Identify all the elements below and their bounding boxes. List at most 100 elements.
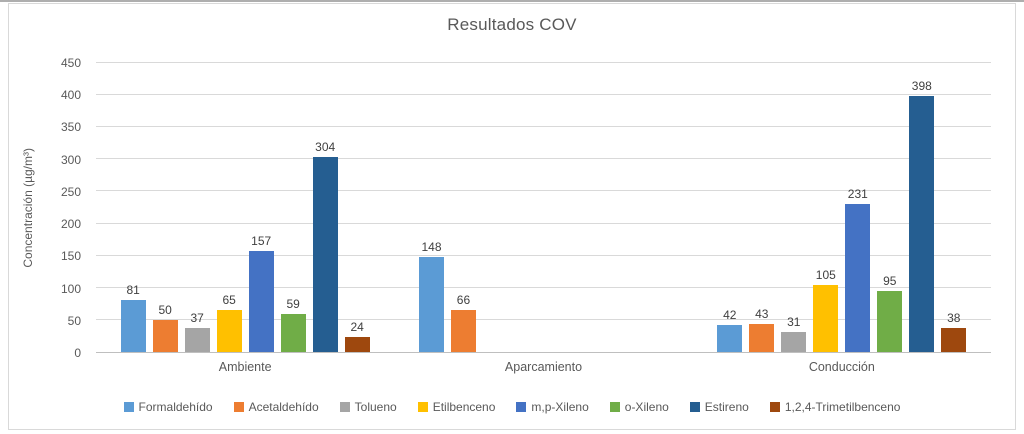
bar-slot: 398 [909,63,935,352]
bar-group-Aparcamiento: 148 66 [394,63,692,352]
y-axis-tick-labels: 0 50 100 150 200 250 300 350 400 450 [39,56,81,360]
data-label: 59 [286,297,300,312]
bar-Formaldehído-Aparcamiento [418,256,444,352]
bar-slot: 157 [248,63,274,352]
y-axis-title-wrap: Concentración (µg/m³) [21,63,35,353]
data-label: 105 [815,267,836,282]
data-label: 66 [456,292,471,307]
bar-slot: 231 [845,63,871,352]
bar-slot [579,63,604,352]
legend-label: Etilbenceno [432,400,496,414]
bar-slot: 81 [120,63,146,352]
y-tick-label-250: 250 [60,184,81,199]
legend-swatch-icon [339,402,350,412]
legend-swatch-icon [417,402,428,412]
gridline-150 [96,254,991,256]
y-tick-label-350: 350 [60,120,81,135]
data-label: 231 [847,186,868,201]
bar-slot [611,63,636,352]
bar-Formaldehído-Ambiente [120,299,146,352]
bar-Estireno-Conducción [909,96,935,352]
y-tick-label-400: 400 [60,88,81,103]
bar-slot: 105 [813,63,839,352]
bar-m,p-Xileno-Ambiente [248,251,274,352]
y-tick-label-300: 300 [60,152,81,167]
data-label: 95 [883,274,897,288]
bar-Acetaldehído-Aparcamiento [450,309,476,352]
bar-slot [483,63,508,352]
bar-slot: 65 [216,63,242,352]
legend-item-Tolueno: Tolueno [339,400,397,414]
bar-slot: 37 [184,63,210,352]
bar-slot: 304 [312,63,338,352]
bar-1,2,4-Trimetilbenceno-Conducción [941,327,967,352]
data-label: 50 [158,302,172,317]
gridline-300 [96,158,991,160]
gridline-250 [96,190,991,192]
bar-slot: 31 [781,63,807,352]
y-tick-label-200: 200 [60,217,81,232]
data-label: 24 [350,319,364,334]
data-label: 398 [911,79,932,94]
gridline-350 [96,126,991,128]
bar-slot: 42 [717,63,743,352]
chart-title: Resultados COV [447,15,577,34]
legend-swatch-icon [516,402,527,412]
legend-label: Formaldehído [138,400,213,414]
legend-swatch-icon [689,402,700,412]
data-label: 42 [723,308,737,323]
bar-1,2,4-Trimetilbenceno-Ambiente [344,336,370,352]
gridline-400 [96,94,991,96]
legend-item-Estireno: Estireno [689,400,749,414]
bar-Acetaldehído-Conducción [749,324,775,352]
x-axis-category-labels: Ambiente Aparcamiento Conducción [96,360,991,374]
bar-group-Ambiente: 81 50 37 65 157 59 304 24 [96,63,394,352]
bar-slot: 95 [877,63,903,352]
plot-area: 81 50 37 65 157 59 304 24 148 66 42 43 31 105 231 95 398… [96,62,991,353]
legend-item-o-Xileno: o-Xileno [609,400,669,414]
legend-label: o-Xileno [624,400,669,414]
y-tick-label-0: 0 [74,346,81,360]
legend-label: Acetaldehído [248,400,319,414]
bar-Tolueno-Conducción [781,332,807,352]
y-tick-label-100: 100 [60,281,81,296]
data-label: 37 [190,311,204,326]
bar-Estireno-Ambiente [312,156,338,352]
bar-o-Xileno-Conducción [877,291,903,352]
y-tick-label-450: 450 [60,56,81,70]
legend-label: 1,2,4-Trimetilbenceno [784,400,901,414]
bar-o-Xileno-Ambiente [280,314,306,352]
legend-label: m,p-Xileno [531,400,589,414]
data-label: 31 [787,315,801,330]
gridline-100 [96,286,991,288]
data-label: 81 [126,282,140,297]
category-label-Aparcamiento: Aparcamiento [504,360,583,374]
legend-swatch-icon [769,402,780,412]
gridline-200 [96,222,991,224]
bar-group-Conducción: 42 43 31 105 231 95 398 38 [693,63,991,352]
legend-swatch-icon [233,402,244,412]
data-label: 148 [421,239,442,254]
gridline-450 [96,62,991,63]
data-label: 157 [251,234,272,249]
legend-item-m,p-Xileno: m,p-Xileno [516,400,589,414]
category-label-Ambiente: Ambiente [218,360,272,374]
y-tick-label-150: 150 [60,249,81,264]
bar-slot: 148 [418,63,444,352]
data-label: 43 [755,307,769,322]
bar-slot [515,63,540,352]
legend-label: Tolueno [354,400,397,414]
chart-frame: Resultados COV Concentración (µg/m³) 0 50… [8,3,1016,430]
legend-item-Formaldehído: Formaldehído [123,400,213,414]
bar-slot: 24 [344,63,370,352]
category-label-Conducción: Conducción [808,360,875,374]
bar-slot [547,63,572,352]
legend-item-1,2,4-Trimetilbenceno: 1,2,4-Trimetilbenceno [769,400,901,414]
page-top-edge [0,0,1024,2]
bar-slot: 38 [941,63,967,352]
bar-Acetaldehído-Ambiente [152,319,178,352]
bar-slot [643,63,668,352]
y-tick-label-50: 50 [67,313,81,328]
legend-swatch-icon [123,402,134,412]
